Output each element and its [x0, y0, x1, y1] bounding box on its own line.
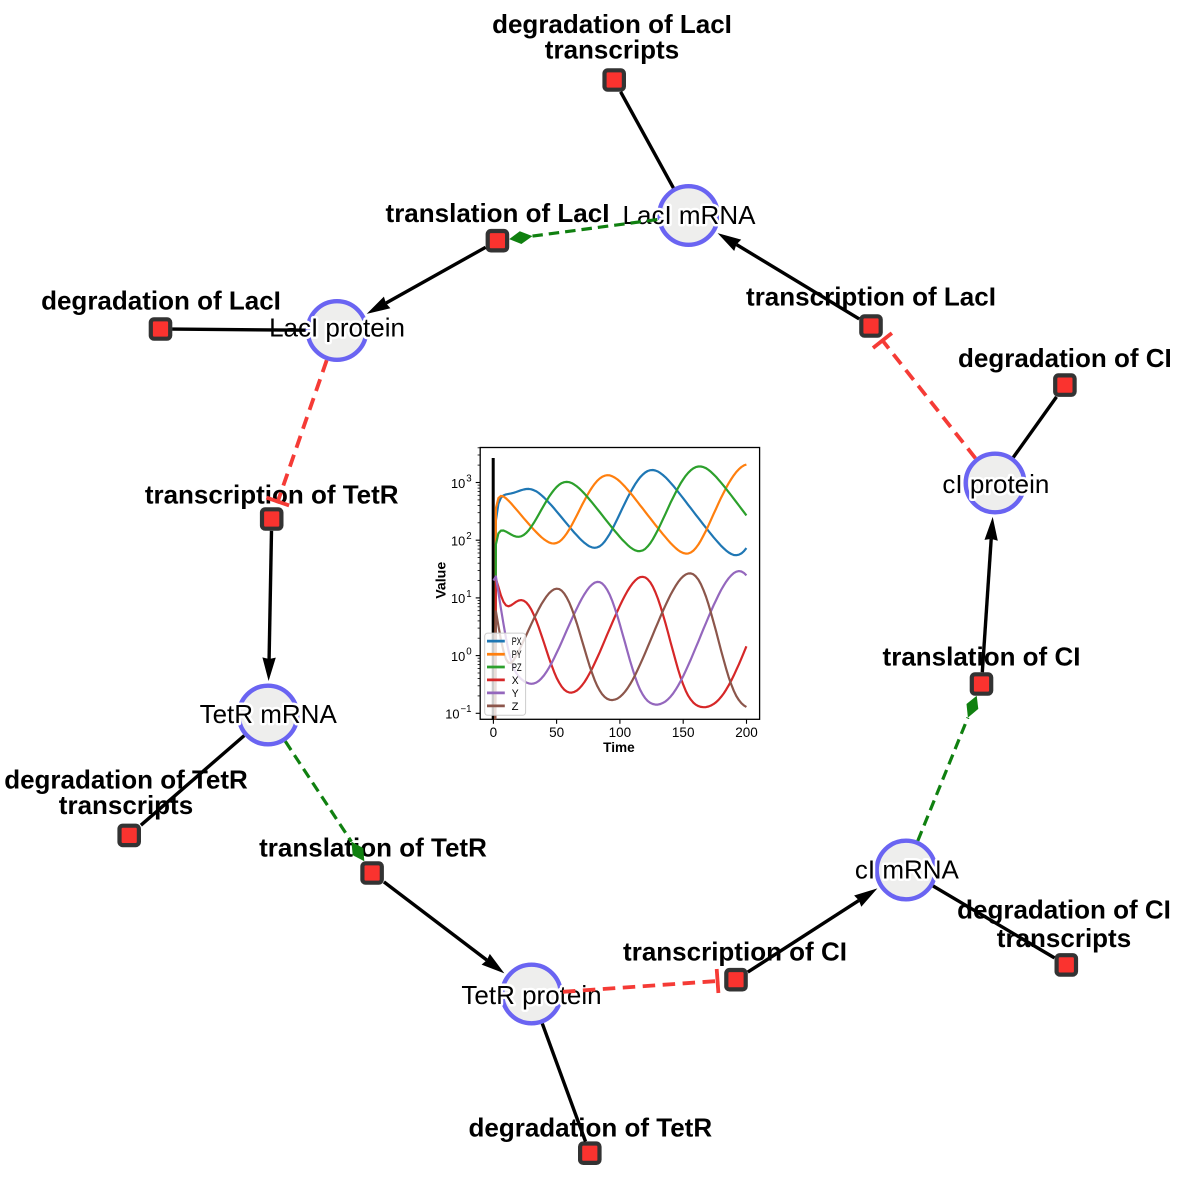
svg-text:200: 200: [735, 725, 758, 740]
svg-text:150: 150: [672, 725, 695, 740]
svg-text:transcription of LacI: transcription of LacI: [746, 281, 996, 311]
svg-text:TetR protein: TetR protein: [461, 980, 601, 1010]
svg-text:−1: −1: [461, 704, 472, 715]
svg-text:PZ: PZ: [512, 662, 522, 674]
svg-text:degradation of LacI: degradation of LacI: [41, 285, 281, 315]
svg-text:1: 1: [466, 589, 471, 600]
svg-text:degradation of LacI: degradation of LacI: [492, 9, 732, 39]
svg-text:transcripts: transcripts: [997, 923, 1131, 953]
svg-text:Z: Z: [512, 701, 519, 713]
svg-text:transcripts: transcripts: [545, 35, 679, 65]
svg-text:50: 50: [549, 725, 564, 740]
svg-text:2: 2: [466, 531, 471, 542]
svg-text:3: 3: [466, 473, 471, 484]
svg-text:10: 10: [451, 534, 465, 549]
svg-text:10: 10: [451, 649, 465, 664]
svg-text:degradation of TetR: degradation of TetR: [468, 1112, 712, 1142]
svg-text:translation of TetR: translation of TetR: [259, 833, 487, 863]
svg-text:0: 0: [466, 647, 472, 658]
svg-text:TetR mRNA: TetR mRNA: [200, 699, 338, 729]
svg-text:Y: Y: [512, 688, 520, 700]
svg-text:degradation of CI: degradation of CI: [957, 894, 1171, 924]
svg-text:0: 0: [490, 725, 498, 740]
svg-text:LacI protein: LacI protein: [269, 313, 405, 343]
svg-text:transcription of TetR: transcription of TetR: [145, 480, 399, 510]
svg-text:10: 10: [451, 476, 465, 491]
svg-text:LacI mRNA: LacI mRNA: [623, 200, 757, 230]
svg-text:Time: Time: [603, 740, 635, 755]
svg-text:PY: PY: [512, 649, 522, 661]
svg-text:translation of LacI: translation of LacI: [386, 198, 610, 228]
svg-text:Value: Value: [434, 561, 449, 599]
svg-text:transcripts: transcripts: [59, 790, 193, 820]
svg-text:100: 100: [609, 725, 632, 740]
svg-text:cI mRNA: cI mRNA: [855, 854, 960, 884]
svg-text:degradation of CI: degradation of CI: [958, 343, 1172, 373]
svg-text:X: X: [512, 675, 520, 687]
svg-text:PX: PX: [512, 636, 522, 648]
svg-text:10: 10: [445, 707, 459, 722]
svg-text:transcription of CI: transcription of CI: [623, 937, 847, 967]
svg-text:10: 10: [451, 591, 465, 606]
svg-text:cI protein: cI protein: [942, 469, 1049, 499]
